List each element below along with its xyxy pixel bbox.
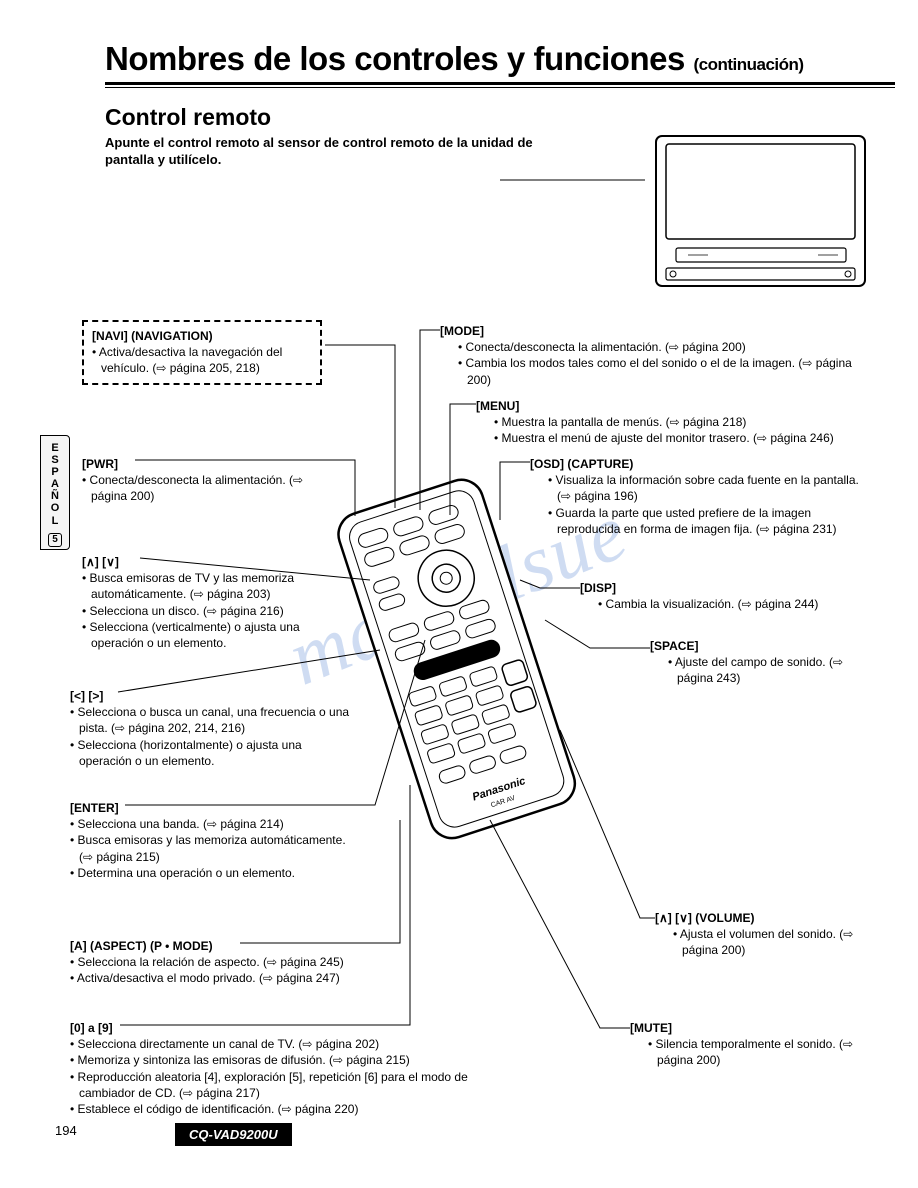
callout-item: Selecciona (verticalmente) o ajusta una … <box>82 619 332 651</box>
callout-item: Muestra la pantalla de menús. (⇨ página … <box>494 414 876 430</box>
callout-header: [OSD] (CAPTURE) <box>530 456 860 472</box>
callout-item: Cambia los modos tales como el del sonid… <box>458 355 875 387</box>
callout-item: Guarda la parte que usted prefiere de la… <box>548 505 860 537</box>
callout-list: Selecciona una banda. (⇨ página 214) Bus… <box>70 816 360 881</box>
callout-list: Visualiza la información sobre cada fuen… <box>530 472 860 537</box>
callout-header: [SPACE] <box>650 638 860 654</box>
callout-header: [∧] [∨] <box>82 554 332 570</box>
lang-letter: E <box>43 442 67 454</box>
instruction-text: Apunte el control remoto al sensor de co… <box>105 135 535 169</box>
callout-osd: [OSD] (CAPTURE) Visualiza la información… <box>530 456 860 537</box>
callout-space: [SPACE] Ajuste del campo de sonido. (⇨ p… <box>650 638 860 687</box>
callout-list: Silencia temporalmente el sonido. (⇨ pág… <box>630 1036 880 1068</box>
callout-header: [MENU] <box>476 398 876 414</box>
callout-item: Selecciona o busca un canal, una frecuen… <box>70 704 350 736</box>
callout-header: [0] a [9] <box>70 1020 510 1036</box>
callout-list: Conecta/desconecta la alimentación. (⇨ p… <box>82 472 307 504</box>
callout-enter: [ENTER] Selecciona una banda. (⇨ página … <box>70 800 360 881</box>
page-title: Nombres de los controles y funciones (co… <box>105 40 868 78</box>
callout-item: Selecciona una banda. (⇨ página 214) <box>70 816 360 832</box>
callout-header: [MODE] <box>440 323 875 339</box>
lang-letter: Ñ <box>43 490 67 502</box>
callout-item: Visualiza la información sobre cada fuen… <box>548 472 860 504</box>
callout-list: Selecciona o busca un canal, una frecuen… <box>70 704 350 769</box>
model-badge: CQ-VAD9200U <box>175 1123 292 1146</box>
callout-list: Activa/desactiva la navegación del vehíc… <box>92 344 310 376</box>
callout-item: Muestra el menú de ajuste del monitor tr… <box>494 430 876 446</box>
callout-list: Busca emisoras de TV y las memoriza auto… <box>82 570 332 651</box>
callout-header: [NAVI] (NAVIGATION) <box>92 328 310 344</box>
lang-letter: S <box>43 454 67 466</box>
callout-item: Memoriza y sintoniza las emisoras de dif… <box>70 1052 510 1068</box>
callout-header: [A] (ASPECT) (P • MODE) <box>70 938 450 954</box>
callout-item: Selecciona la relación de aspecto. (⇨ pá… <box>70 954 450 970</box>
callout-item: Activa/desactiva la navegación del vehíc… <box>92 344 310 376</box>
manual-page: Nombres de los controles y funciones (co… <box>0 0 918 1188</box>
callout-header: [PWR] <box>82 456 307 472</box>
callout-item: Ajuste del campo de sonido. (⇨ página 24… <box>668 654 860 686</box>
callout-header: [ENTER] <box>70 800 360 816</box>
callout-list: Selecciona la relación de aspecto. (⇨ pá… <box>70 954 450 986</box>
lang-letter: L <box>43 515 67 527</box>
callout-aspect: [A] (ASPECT) (P • MODE) Selecciona la re… <box>70 938 450 987</box>
callout-leftright: [<] [>] Selecciona o busca un canal, una… <box>70 688 350 769</box>
callout-header: [<] [>] <box>70 688 350 704</box>
callout-disp: [DISP] Cambia la visualización. (⇨ págin… <box>580 580 870 612</box>
callout-list: Cambia la visualización. (⇨ página 244) <box>580 596 870 612</box>
callout-item: Selecciona un disco. (⇨ página 216) <box>82 603 332 619</box>
callout-navi: [NAVI] (NAVIGATION) Activa/desactiva la … <box>82 320 322 385</box>
callout-item: Determina una operación o un elemento. <box>70 865 360 881</box>
callout-item: Establece el código de identificación. (… <box>70 1101 510 1117</box>
callout-item: Selecciona (horizontalmente) o ajusta un… <box>70 737 350 769</box>
title-continuation: (continuación) <box>693 55 803 74</box>
callout-list: Ajusta el volumen del sonido. (⇨ página … <box>655 926 865 958</box>
lang-letter: P <box>43 466 67 478</box>
callout-pwr: [PWR] Conecta/desconecta la alimentación… <box>82 456 307 505</box>
title-rule <box>105 82 895 88</box>
callout-list: Muestra la pantalla de menús. (⇨ página … <box>476 414 876 446</box>
callout-item: Busca emisoras y las memoriza automática… <box>70 832 360 864</box>
lang-index: 5 <box>48 533 62 547</box>
callout-item: Ajusta el volumen del sonido. (⇨ página … <box>673 926 865 958</box>
callout-list: Selecciona directamente un canal de TV. … <box>70 1036 510 1117</box>
callout-item: Reproducción aleatoria [4], exploración … <box>70 1069 510 1101</box>
title-main: Nombres de los controles y funciones <box>105 40 685 77</box>
lang-letter: O <box>43 502 67 514</box>
callout-list: Ajuste del campo de sonido. (⇨ página 24… <box>650 654 860 686</box>
lang-letter: A <box>43 478 67 490</box>
callout-updown: [∧] [∨] Busca emisoras de TV y las memor… <box>82 554 332 651</box>
svg-text:CAR AV: CAR AV <box>490 795 516 810</box>
callout-item: Busca emisoras de TV y las memoriza auto… <box>82 570 332 602</box>
callout-item: Conecta/desconecta la alimentación. (⇨ p… <box>458 339 875 355</box>
callout-header: [∧] [∨] (VOLUME) <box>655 910 865 926</box>
callout-item: Selecciona directamente un canal de TV. … <box>70 1036 510 1052</box>
svg-text:Panasonic: Panasonic <box>471 775 527 803</box>
callout-item: Cambia la visualización. (⇨ página 244) <box>598 596 870 612</box>
callout-header: [MUTE] <box>630 1020 880 1036</box>
callout-digits: [0] a [9] Selecciona directamente un can… <box>70 1020 510 1117</box>
language-tab: E S P A Ñ O L 5 <box>40 435 70 550</box>
callout-volume: [∧] [∨] (VOLUME) Ajusta el volumen del s… <box>655 910 865 959</box>
page-number: 194 <box>55 1123 77 1138</box>
callout-list: Conecta/desconecta la alimentación. (⇨ p… <box>440 339 875 388</box>
callout-item: Conecta/desconecta la alimentación. (⇨ p… <box>82 472 307 504</box>
callout-item: Silencia temporalmente el sonido. (⇨ pág… <box>648 1036 880 1068</box>
callout-header: [DISP] <box>580 580 870 596</box>
callout-menu: [MENU] Muestra la pantalla de menús. (⇨ … <box>476 398 876 447</box>
display-unit-illustration <box>648 130 873 295</box>
section-subtitle: Control remoto <box>105 104 868 131</box>
callout-mode: [MODE] Conecta/desconecta la alimentació… <box>440 323 875 388</box>
callout-mute: [MUTE] Silencia temporalmente el sonido.… <box>630 1020 880 1069</box>
callout-item: Activa/desactiva el modo privado. (⇨ pág… <box>70 970 450 986</box>
